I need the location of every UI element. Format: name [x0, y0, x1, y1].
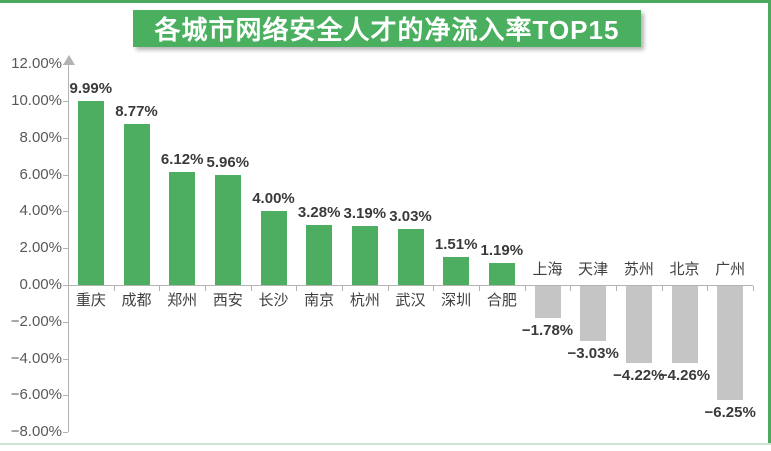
x-axis-tick	[159, 286, 161, 291]
y-axis-tick-label: 12.00%	[11, 55, 62, 73]
bar-value-label: −4.26%	[658, 367, 711, 385]
x-axis-city-label: 郑州	[167, 292, 198, 309]
bar-positive	[306, 224, 333, 285]
chart-title: 各城市网络安全人才的净流入率TOP15	[133, 10, 641, 47]
bar-value-label: 4.00%	[252, 190, 295, 208]
zero-axis-line	[68, 285, 753, 286]
x-axis-tick	[616, 286, 617, 291]
x-axis-tick	[113, 286, 115, 291]
x-axis-tick	[205, 286, 206, 291]
bar-positive	[397, 229, 424, 285]
y-axis-tick	[63, 395, 68, 397]
bar-value-label: 6.12%	[160, 151, 204, 169]
x-axis-tick	[433, 286, 435, 291]
x-axis-tick	[524, 286, 526, 291]
bar-value-label: 3.03%	[389, 208, 432, 226]
x-axis-city-label: 长沙	[258, 292, 289, 309]
bar-positive	[169, 172, 196, 285]
x-axis-tick	[68, 286, 69, 291]
bar-value-label: −6.25%	[704, 404, 756, 421]
x-axis-city-label: 上海	[532, 261, 563, 278]
y-axis-tick	[63, 64, 68, 66]
y-axis-tick	[63, 101, 68, 102]
x-axis-tick	[753, 286, 754, 291]
bar-negative	[534, 285, 561, 318]
x-axis-tick	[296, 286, 298, 291]
y-axis-tick	[63, 211, 68, 213]
y-axis-tick	[63, 432, 68, 434]
x-axis-city-label: 天津	[578, 261, 609, 278]
bar-positive	[443, 257, 470, 285]
y-axis-tick-label: 10.00%	[11, 92, 62, 109]
y-axis-tick-label: 0.00%	[19, 276, 62, 293]
y-axis-tick	[63, 358, 68, 360]
x-axis-city-label: 武汉	[395, 292, 426, 309]
bar-value-label: 3.28%	[297, 203, 341, 221]
x-axis-tick	[570, 286, 572, 291]
y-axis-tick	[63, 174, 68, 176]
x-axis-city-label: 重庆	[75, 292, 106, 309]
x-axis-city-label: 杭州	[349, 292, 380, 309]
y-axis-tick-label: 2.00%	[19, 239, 62, 257]
bar-negative	[625, 285, 652, 363]
bar-positive	[260, 211, 287, 285]
bar-positive	[123, 123, 150, 285]
bar-value-label: −1.78%	[521, 321, 574, 339]
bar-value-label: 5.96%	[206, 154, 250, 172]
bar-negative	[717, 285, 744, 400]
right-border	[768, 0, 771, 445]
x-axis-tick	[387, 286, 389, 291]
bar-negative	[671, 285, 698, 364]
bar-value-label: −4.22%	[613, 366, 665, 384]
x-axis-city-label: 苏州	[623, 261, 654, 278]
x-axis-city-label: 南京	[304, 292, 335, 309]
x-axis-city-label: 西安	[212, 292, 243, 309]
y-axis-arrow-icon	[62, 55, 75, 66]
x-axis-city-label: 合肥	[486, 292, 517, 309]
x-axis-city-label: 成都	[121, 292, 152, 309]
x-axis-tick	[479, 286, 480, 291]
bar-positive	[351, 226, 378, 285]
top-border	[0, 0, 771, 3]
y-axis-tick	[63, 137, 68, 139]
x-axis-city-label: 北京	[669, 261, 700, 278]
y-axis-tick-label: 4.00%	[19, 202, 62, 220]
y-axis-tick	[63, 285, 68, 286]
x-axis-city-label: 广州	[715, 261, 746, 278]
x-axis-tick	[342, 286, 343, 291]
y-axis-tick-label: −6.00%	[10, 386, 62, 404]
bar-positive	[488, 263, 515, 285]
bar-positive	[214, 175, 241, 285]
x-axis-tick	[250, 286, 252, 291]
bar-negative	[580, 285, 607, 341]
y-axis-tick-label: −4.00%	[10, 349, 62, 367]
y-axis-line	[68, 60, 69, 433]
bar-positive	[77, 101, 104, 285]
y-axis-tick-label: −2.00%	[10, 312, 62, 330]
x-axis-tick	[707, 286, 709, 291]
bar-value-label: 1.19%	[480, 242, 524, 260]
y-axis-tick-label: −8.00%	[10, 423, 62, 441]
x-axis-city-label: 深圳	[441, 292, 472, 309]
y-axis-tick-label: 8.00%	[19, 128, 62, 146]
bar-value-label: 1.51%	[434, 236, 478, 254]
bottom-border	[0, 443, 771, 445]
x-axis-tick	[661, 286, 663, 291]
y-axis-tick	[63, 248, 68, 250]
bar-value-label: −3.03%	[567, 344, 619, 362]
bar-value-label: 3.19%	[343, 205, 387, 223]
bar-value-label: 9.99%	[69, 80, 113, 98]
y-axis-tick	[63, 321, 68, 323]
y-axis-tick-label: 6.00%	[19, 165, 62, 183]
bar-value-label: 8.77%	[115, 102, 158, 120]
